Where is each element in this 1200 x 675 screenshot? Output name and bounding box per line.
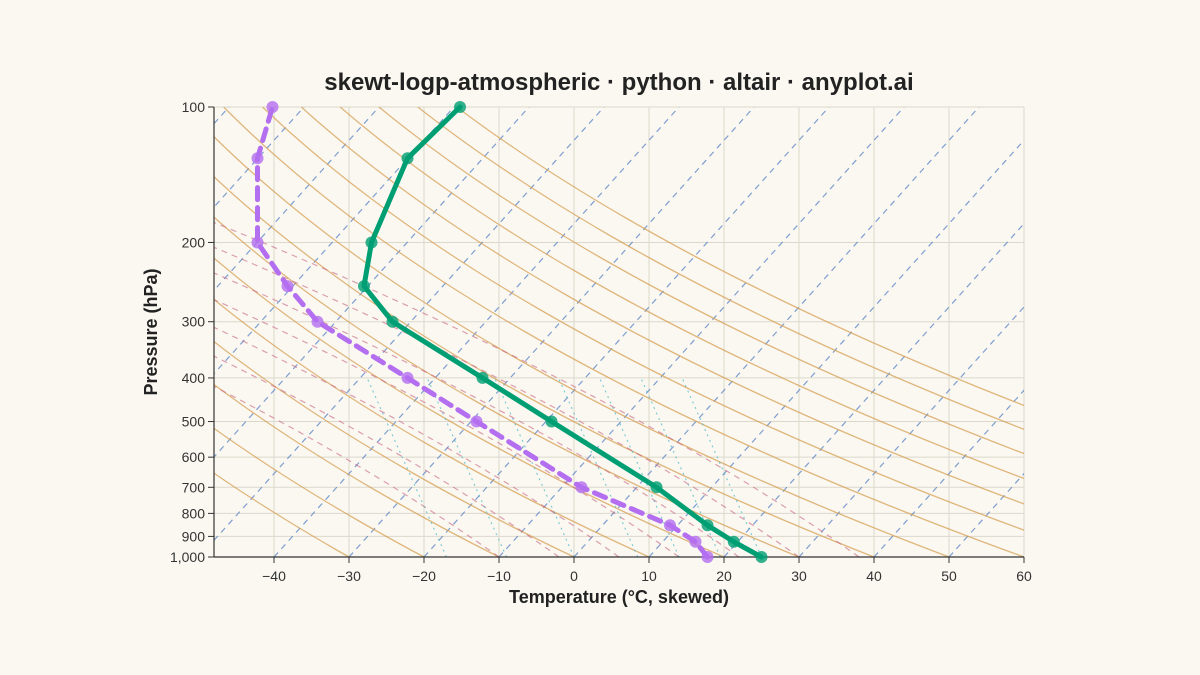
temperature-point [650,481,663,494]
moist-adiabat-line [214,298,680,557]
moist-adiabat-line [214,326,620,557]
dewpoint-point [401,371,414,384]
dry-adiabat-line [223,107,1024,557]
dry-adiabat-line [300,107,1024,505]
y-tick-label: 800 [182,505,206,521]
x-tick-label: −30 [337,568,361,584]
dry-adiabat-line [214,257,725,557]
isotherm-line [214,107,605,542]
x-tick-label: 50 [941,568,957,584]
mixing-ratio-line [366,377,448,557]
x-tick-label: −40 [262,568,286,584]
mixing-ratio-line [681,377,763,557]
isotherm-line [948,472,1024,557]
moist-adiabat-line [214,246,800,557]
mixing-ratio-line [599,377,680,557]
isotherm-line [1023,556,1024,557]
isotherm-line [1099,107,1200,557]
mixing-ratio-line [557,377,639,557]
isotherm-line [273,107,680,557]
isotherm-line [573,107,980,557]
moist-adiabat-line [214,221,860,557]
mixing-ratio-line [426,377,508,557]
temperature-point [386,315,399,328]
x-tick-label: 0 [570,568,578,584]
dry-adiabat-line [456,107,1024,407]
dry-adiabat-line [214,216,800,557]
x-tick-label: 30 [791,568,807,584]
temperature-point [401,152,414,165]
text-layer: skewt-logp-atmospheric · python · altair… [141,69,914,607]
temperature-point [476,371,489,384]
dry-adiabat-line [214,135,950,557]
y-axis-title: Pressure (hPa) [141,268,161,395]
y-tick-label: 600 [182,449,206,465]
dewpoint-line [255,104,710,560]
dewpoint-point [664,519,676,532]
dry-adiabat-line [339,107,1024,480]
dewpoint-point [251,236,264,249]
isotherm-line [348,107,755,557]
y-tick-label: 500 [182,414,206,430]
x-tick-label: 20 [716,568,732,584]
temperature-point [701,519,714,532]
temperature-point [365,236,378,249]
dry-adiabat-line [262,107,1024,531]
mixing-ratio-line [494,377,575,557]
moist-adiabat-line [214,355,560,557]
axes-layer: −40 −30 −20 −10 0 10 20 30 40 50 60 1,000 900 800 700 6… [170,99,1032,584]
temperature-point [358,280,370,293]
y-tick-label: 1,000 [170,549,205,565]
isotherm-line [423,107,830,557]
x-tick-label: −20 [412,568,436,584]
y-tick-label: 900 [182,528,206,544]
isotherm-line [648,139,1024,557]
dewpoint-point [701,551,714,563]
dry-adiabat-line [214,175,875,557]
temperature-point [727,535,740,548]
y-tick-label: 700 [182,479,206,495]
temperature-point [454,101,466,113]
isotherm-line [723,222,1024,557]
mixing-ratio-line [640,377,721,557]
dewpoint-point [281,280,294,293]
dry-adiabat-line [214,340,575,557]
isotherm-line [798,306,1024,557]
x-tick-label: 40 [866,568,882,584]
dry-adiabat-line [214,472,350,557]
y-tick-label: 100 [182,99,206,115]
moist-adiabat-line [214,272,740,557]
dewpoint-point [251,152,264,165]
dry-adiabat-line [214,298,650,557]
dewpoint-point [311,315,324,328]
y-tick-label: 300 [182,314,206,330]
x-axis-title: Temperature (°C, skewed) [509,587,729,607]
y-tick-label: 400 [182,370,206,386]
dry-adiabat-line [214,427,425,557]
dewpoint-point [689,535,702,548]
series-layer [251,101,768,563]
dry-adiabat-line [378,107,1024,455]
x-tick-label: 60 [1016,568,1032,584]
x-tick-label: −10 [487,568,511,584]
isotherm-line [214,107,530,458]
y-tick-label: 200 [182,234,206,250]
temperature-point [545,415,558,428]
reference-lines-layer [214,107,1200,557]
dry-adiabat-line [417,107,1024,430]
chart-title: skewt-logp-atmospheric · python · altair… [324,69,913,96]
dry-adiabat-line [214,383,500,557]
dewpoint-point [266,101,279,113]
x-tick-label: 10 [641,568,657,584]
isotherm-line [214,107,455,375]
moist-adiabat-line [214,385,500,557]
isotherm-line [873,389,1024,557]
temperature-point [755,551,768,563]
dewpoint-point [575,481,588,494]
dewpoint-point [470,415,483,428]
isotherm-line [498,107,905,557]
